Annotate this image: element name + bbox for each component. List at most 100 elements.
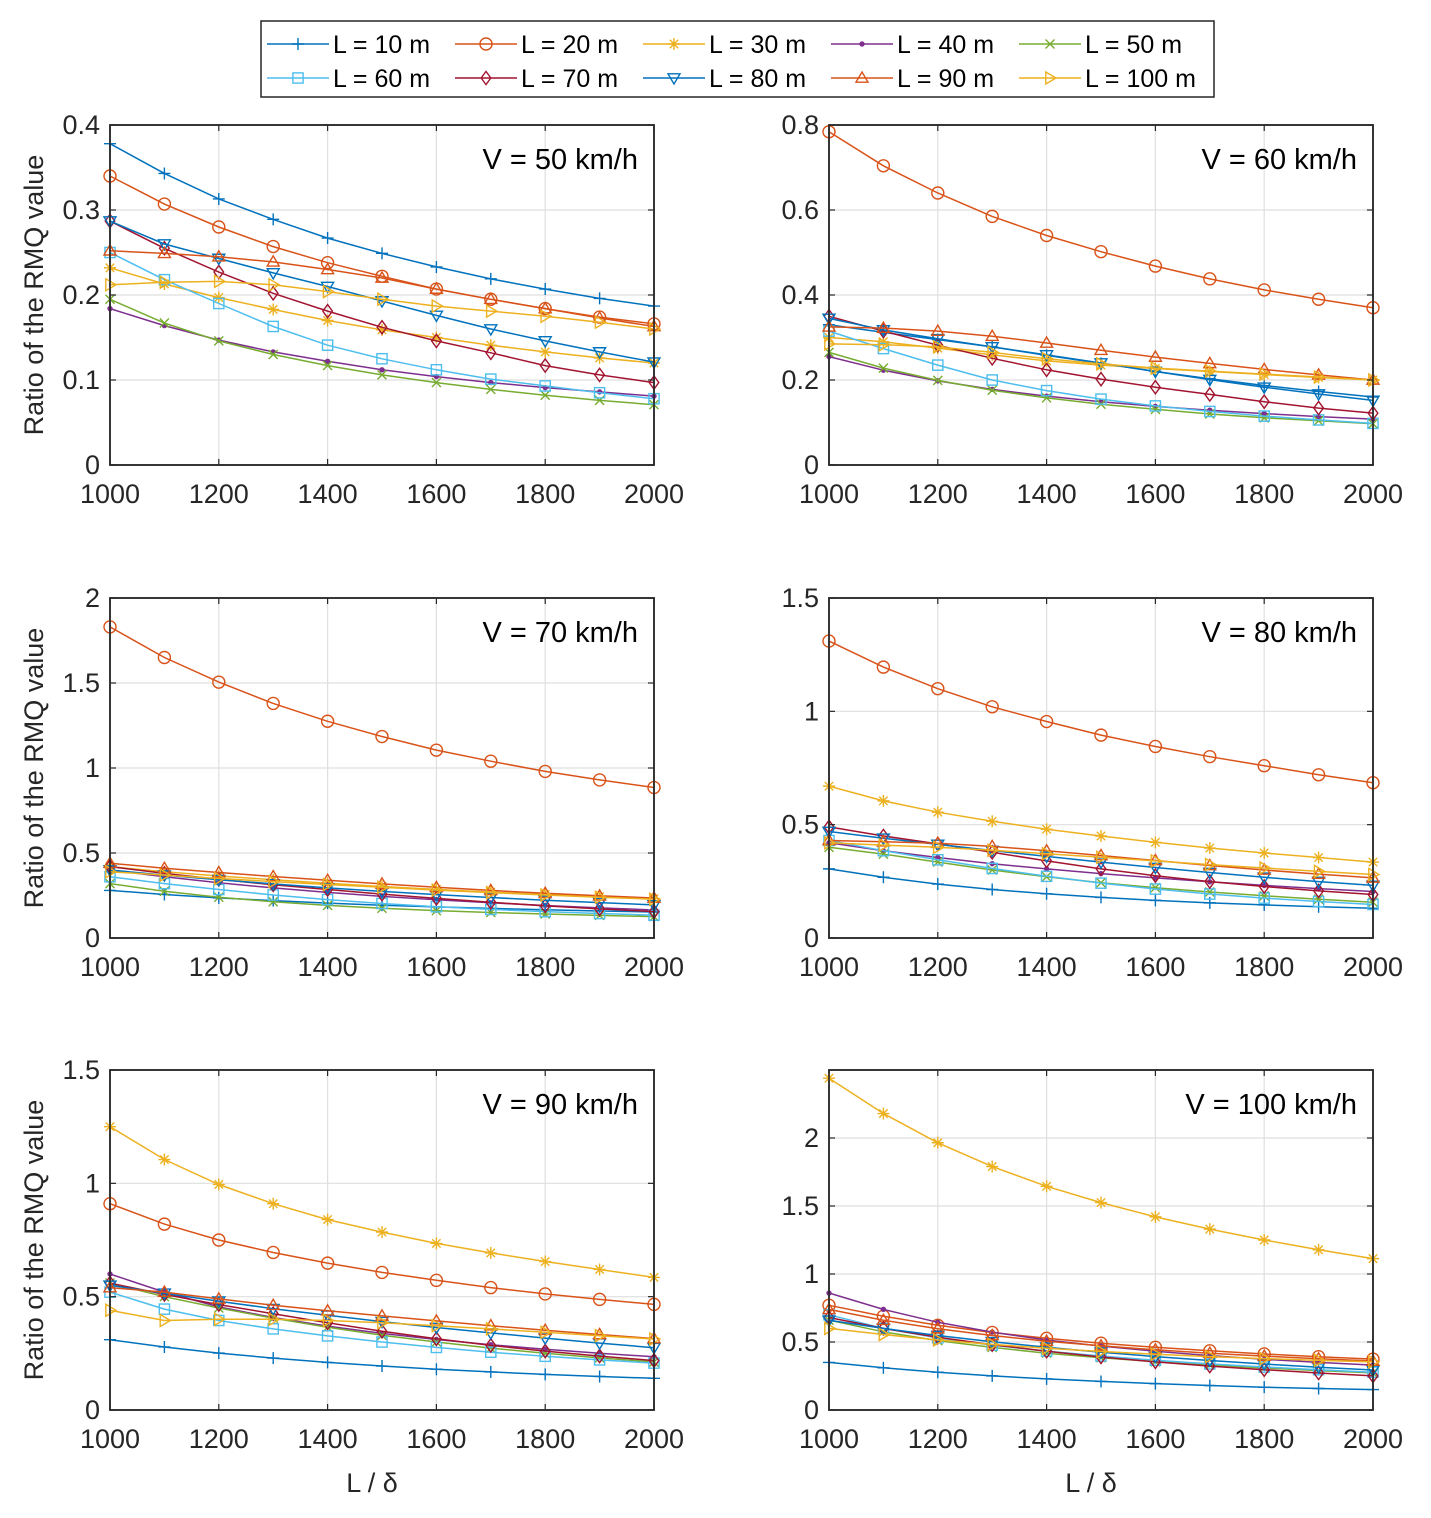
- data-point: [431, 1318, 444, 1333]
- legend-item: L = 50 m: [1019, 31, 1182, 59]
- x-tick-label: 1200: [908, 1424, 968, 1454]
- data-point: [1040, 887, 1053, 900]
- x-tick-label: 1200: [908, 952, 968, 982]
- series-line: [109, 870, 655, 900]
- data-point: [1257, 283, 1271, 297]
- data-point: [379, 367, 385, 373]
- data-point: [987, 345, 1000, 360]
- data-point: [158, 277, 171, 290]
- data-point: [485, 1337, 497, 1354]
- data-point: [105, 277, 118, 293]
- series-line: [109, 1309, 655, 1340]
- data-point: [321, 1213, 334, 1226]
- x-tick-label: 1600: [406, 1424, 466, 1454]
- legend-item: L = 80 m: [643, 65, 806, 93]
- x-tick-label: 1000: [80, 952, 140, 982]
- series-line: [109, 876, 655, 916]
- x-tick-label: 2000: [624, 1424, 684, 1454]
- data-point: [212, 220, 226, 234]
- data-point: [593, 1263, 606, 1276]
- x-tick-label: 1400: [1017, 1424, 1077, 1454]
- data-point: [539, 380, 551, 392]
- data-point: [1093, 1338, 1109, 1351]
- data-point: [1313, 415, 1324, 426]
- data-point: [321, 339, 334, 351]
- data-point: [1312, 1243, 1325, 1256]
- data-point: [877, 1361, 890, 1374]
- data-point: [540, 887, 553, 903]
- panel-title: V = 80 km/h: [1201, 617, 1357, 649]
- data-point: [1040, 1372, 1053, 1385]
- data-point: [538, 764, 552, 779]
- y-tick-label: 0: [85, 450, 100, 480]
- data-point: [157, 1217, 172, 1231]
- data-point: [430, 1237, 443, 1250]
- series-10: [824, 336, 1381, 388]
- series-1: [104, 137, 660, 313]
- x-tick-label: 2000: [1343, 479, 1403, 509]
- data-point: [1148, 366, 1163, 379]
- y-tick-label: 0: [85, 923, 100, 953]
- data-point: [649, 892, 662, 907]
- data-point: [211, 1291, 227, 1304]
- legend-marker: [854, 70, 870, 83]
- data-point: [1312, 400, 1325, 416]
- legend-marker: [292, 72, 304, 84]
- data-point: [1258, 1234, 1271, 1246]
- data-point: [930, 333, 946, 347]
- data-point: [1261, 410, 1267, 417]
- series-2: [822, 125, 1380, 315]
- data-point: [483, 883, 499, 896]
- panel-title: V = 50 km/h: [482, 144, 638, 176]
- data-point: [1095, 1375, 1107, 1388]
- data-point: [931, 342, 944, 355]
- legend-marker: [1045, 39, 1055, 49]
- data-point: [266, 1245, 280, 1260]
- plot-area: [109, 1069, 655, 1411]
- data-point: [430, 1363, 443, 1376]
- legend-item: L = 30 m: [643, 31, 806, 59]
- data-point: [1148, 349, 1163, 362]
- data-point: [211, 865, 227, 878]
- data-point: [1039, 335, 1054, 348]
- legend-item: L = 40 m: [831, 31, 994, 59]
- series-layer: [821, 1072, 1381, 1396]
- series-line: [828, 330, 1374, 425]
- ticks: 1000 1200 1400 1600 1800 2000 0 0.5 1 1.5 2: [62, 583, 684, 982]
- axes-frame: [828, 597, 1374, 939]
- data-point: [212, 291, 225, 304]
- data-point: [1312, 1382, 1325, 1395]
- legend-label: L = 40 m: [897, 31, 994, 59]
- data-point: [1203, 405, 1216, 418]
- data-point: [485, 345, 497, 361]
- x-tick-label: 1000: [80, 1424, 140, 1454]
- data-point: [375, 729, 389, 744]
- legend-item: L = 70 m: [455, 65, 618, 93]
- data-point: [1313, 369, 1326, 385]
- data-point: [539, 898, 551, 914]
- data-point: [213, 871, 227, 886]
- data-point: [537, 895, 553, 908]
- data-point: [824, 336, 837, 352]
- data-point: [1204, 1358, 1216, 1374]
- data-point: [592, 773, 607, 787]
- data-point: [1041, 351, 1054, 366]
- legend-marker: [1045, 70, 1058, 86]
- data-point: [824, 1321, 837, 1336]
- data-point: [539, 283, 552, 296]
- data-point: [483, 324, 499, 337]
- series-line: [109, 1282, 655, 1362]
- data-point: [1095, 877, 1107, 889]
- data-point: [878, 1327, 891, 1342]
- data-point: [484, 1365, 497, 1378]
- data-point: [484, 272, 497, 285]
- data-point: [1095, 1196, 1107, 1209]
- series-layer: [102, 620, 662, 922]
- data-point: [1204, 857, 1218, 872]
- data-point: [1093, 848, 1109, 861]
- data-point: [321, 1330, 334, 1342]
- data-point: [1150, 853, 1163, 869]
- legend-label: L = 80 m: [709, 65, 806, 93]
- data-point: [1368, 867, 1381, 882]
- data-point: [985, 700, 999, 714]
